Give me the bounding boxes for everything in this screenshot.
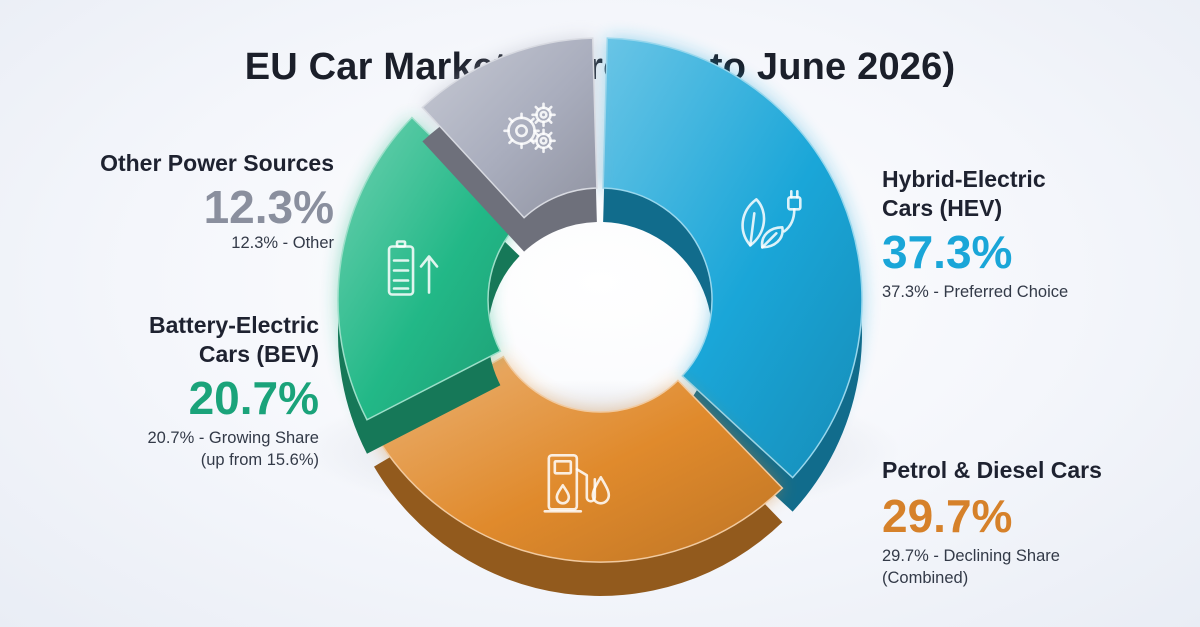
slice-top [602,37,863,479]
label-bev-note-line2: (up from 15.6%) [200,451,319,469]
label-hev-name-line1: Hybrid-Electric [882,166,1046,192]
label-bev-value: 20.7% [188,372,319,424]
slice-fuel-pump [372,355,784,597]
label-pd-name: Petrol & Diesel Cars [882,457,1102,483]
label-hev-note: 37.3% - Preferred Choice [882,283,1069,301]
leaf-plug-icon [741,190,802,249]
battery-charging-icon [387,240,439,296]
label-pd-note-line1: 29.7% - Declining Share [882,547,1060,565]
slice-gears [421,37,598,252]
chart-title: EU Car Market Share (Up to June 2026) [244,46,956,88]
label-other-note: 12.3% - Other [231,234,334,252]
label-petrol-diesel: Petrol & Diesel Cars 29.7% 29.7% - Decli… [882,456,1182,589]
label-other: Other Power Sources 12.3% 12.3% - Other [4,149,334,254]
fuel-pump-icon [543,453,611,513]
label-bev-name-line1: Battery-Electric [148,312,319,338]
label-bev-name-line2: Cars (BEV) [198,341,319,367]
label-hev-value: 37.3% [882,226,1013,278]
label-hev: Hybrid-Electric Cars (HEV) 37.3% 37.3% -… [882,165,1182,303]
label-other-value: 12.3% [203,181,334,233]
label-hev-name-line2: Cars (HEV) [882,195,1003,221]
label-pd-value: 29.7% [882,490,1013,542]
label-pd-note-line2: (Combined) [882,569,969,587]
label-other-name: Other Power Sources [100,150,334,176]
label-bev: Battery-Electric Cars (BEV) 20.7% 20.7% … [0,311,319,471]
label-bev-note-line1: 20.7% - Growing Share [147,429,319,447]
slice-leaf-plug [602,37,863,512]
slices-layer [337,37,863,597]
slice-top [372,355,784,563]
gears-icon [503,102,556,154]
